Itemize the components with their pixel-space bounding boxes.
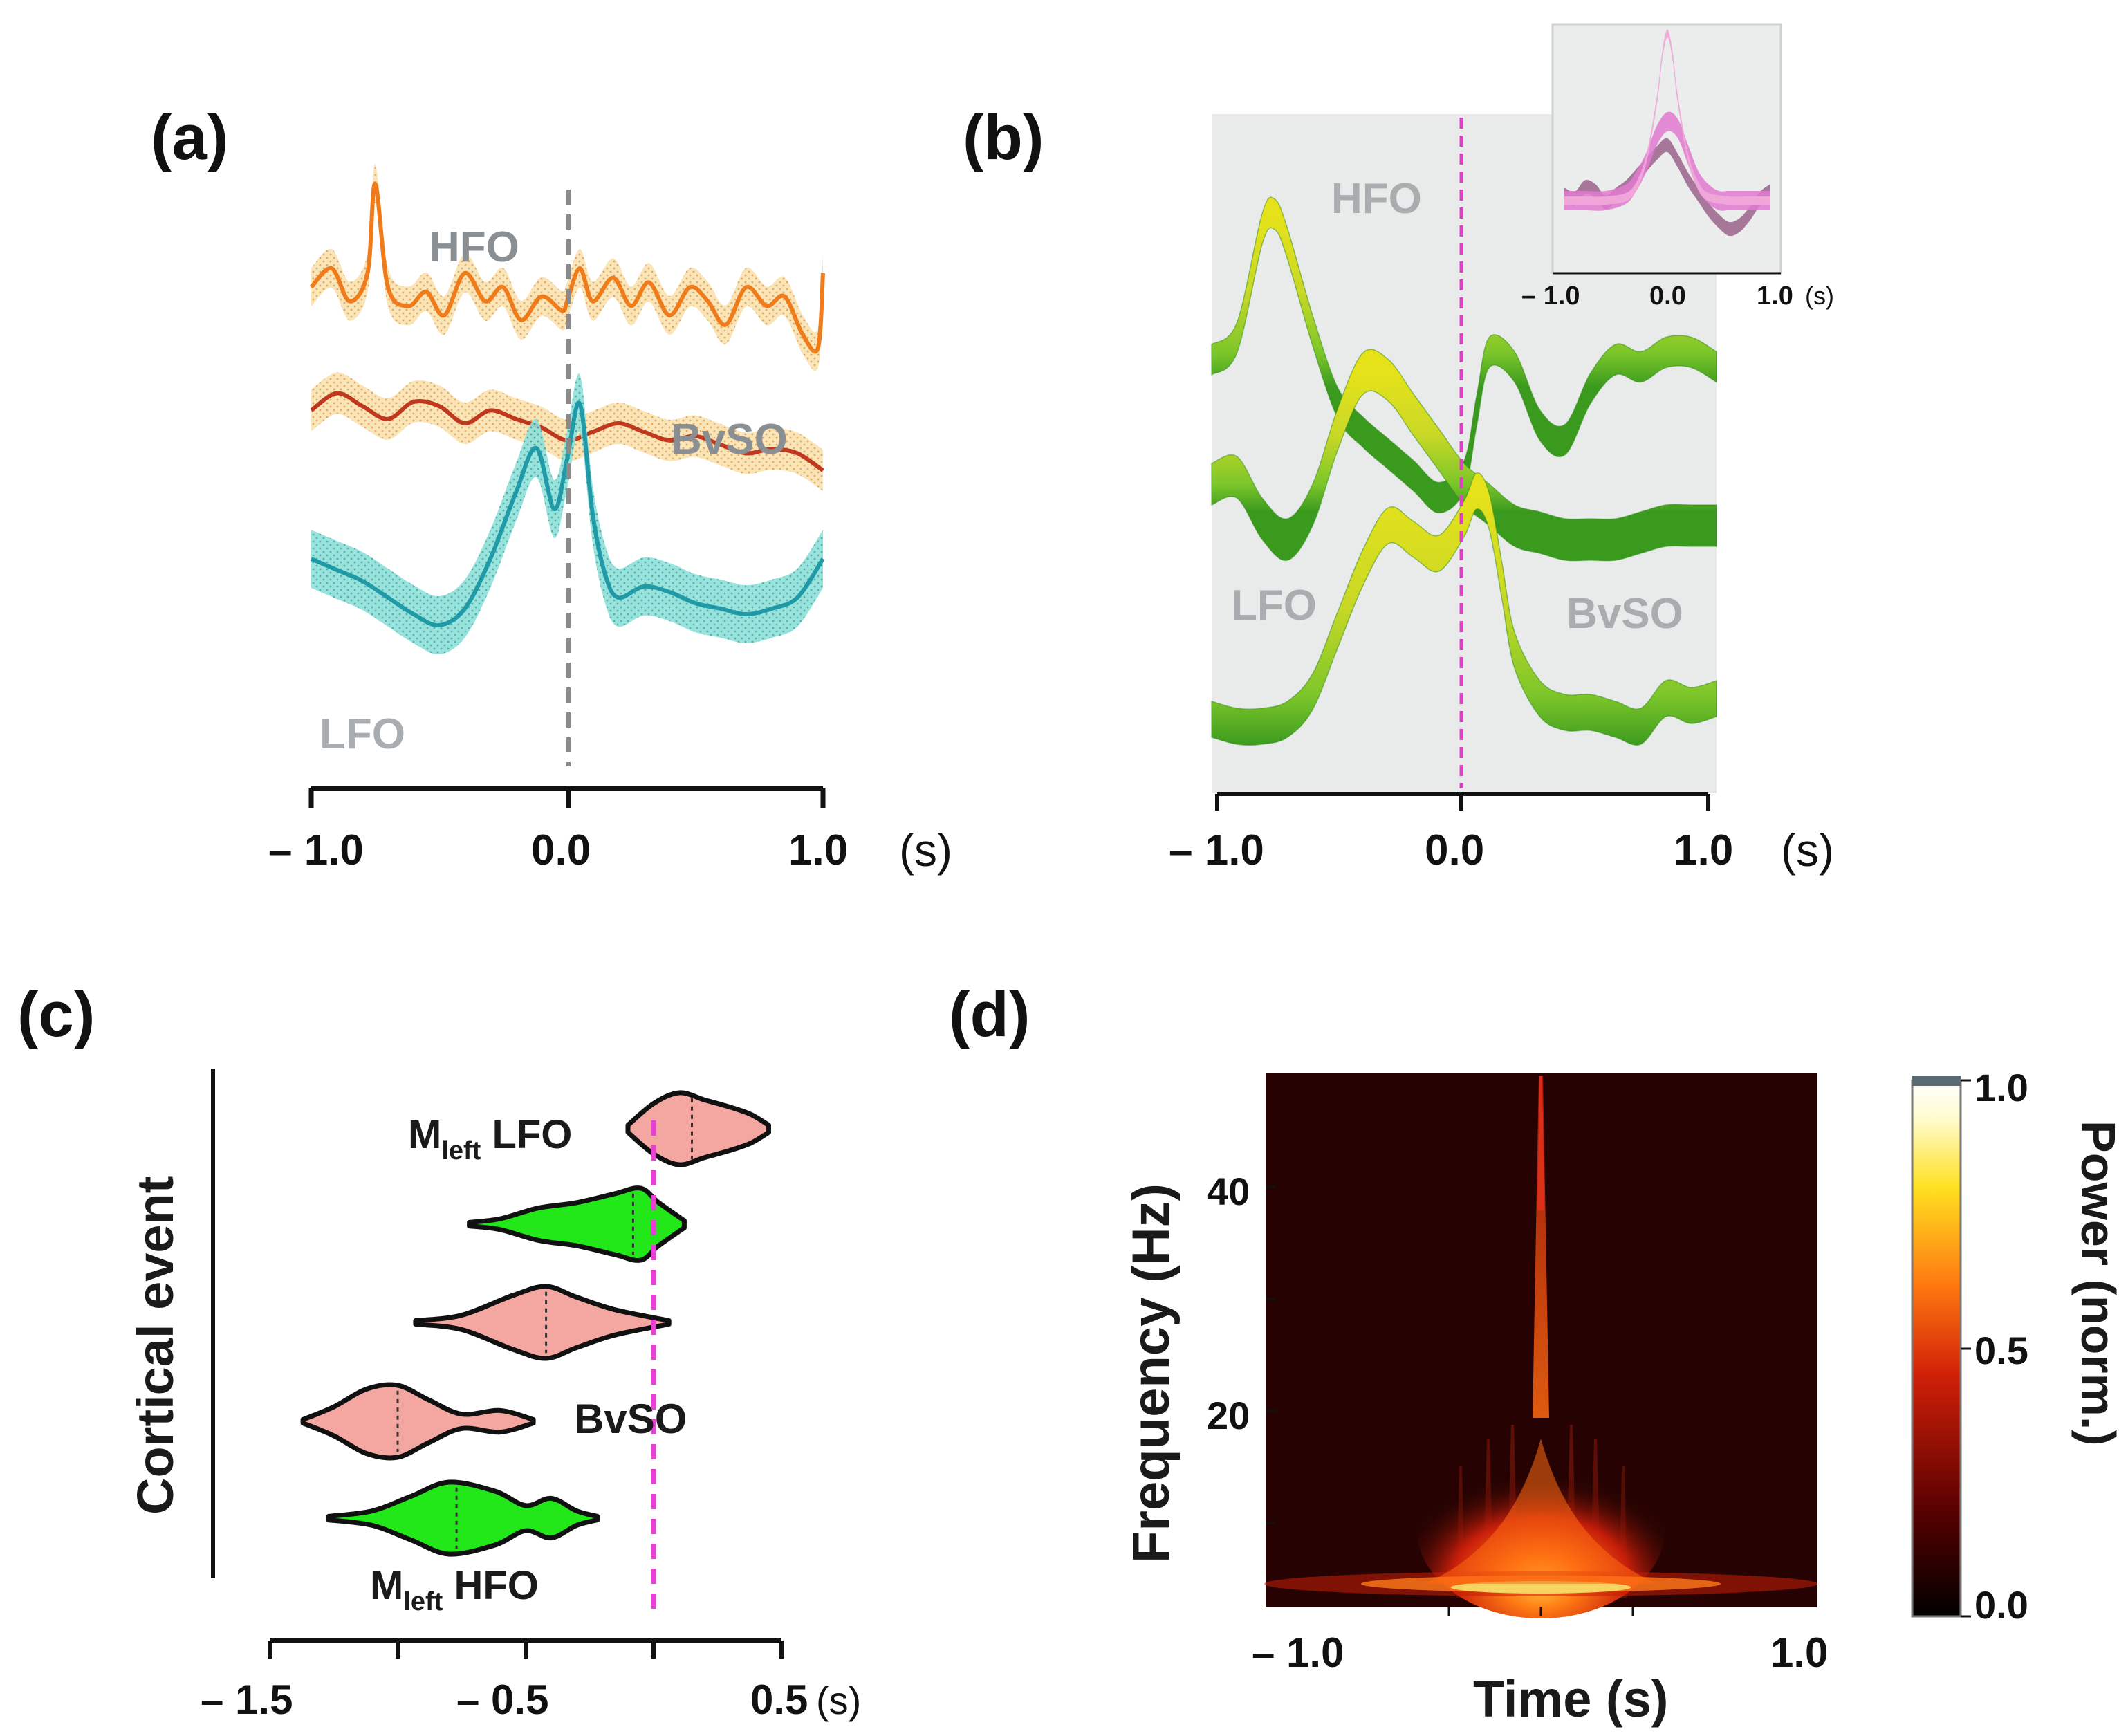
inset-tick-0: 0.0 bbox=[1649, 281, 1686, 311]
panel-b-tick-neg1: – 1.0 bbox=[1169, 827, 1264, 874]
panel-a-label-hfo: HFO bbox=[429, 223, 519, 271]
panel-b-inset: – 1.0 0.0 1.0 (s) bbox=[1521, 23, 1834, 311]
colorbar-cap bbox=[1912, 1076, 1961, 1086]
panel-a-plot bbox=[309, 164, 825, 655]
panel-c-plot bbox=[300, 1090, 771, 1557]
inset-tick-neg1: – 1.0 bbox=[1521, 281, 1580, 311]
inset-tick-1: 1.0 bbox=[1757, 281, 1793, 311]
colorbar: 1.0 0.5 0.0 Power (norm.) bbox=[1911, 1066, 2125, 1627]
panel-b-unit: (s) bbox=[1781, 824, 1834, 876]
violin-2 bbox=[467, 1185, 687, 1263]
violin-label-mleft-lfo: Mleft LFO bbox=[408, 1112, 572, 1165]
colorbar-tick-0: 0.0 bbox=[1974, 1583, 2028, 1627]
panel-a-tick-1: 1.0 bbox=[788, 827, 848, 874]
panel-d: (d) bbox=[949, 979, 2125, 1728]
panel-a-label-bvso: BvSO bbox=[671, 416, 788, 463]
inset-unit: (s) bbox=[1805, 281, 1834, 310]
spectrogram bbox=[1264, 1073, 1817, 1618]
violin-label-bvso: BvSO bbox=[574, 1396, 687, 1442]
panel-b: (b) HFO LFO BvSO – 1.0 0.0 1.0 (s) – 1.0… bbox=[963, 23, 1834, 876]
panel-a-unit: (s) bbox=[899, 824, 952, 876]
panel-c-label: (c) bbox=[17, 979, 95, 1050]
colorbar-tick-1: 1.0 bbox=[1974, 1066, 2028, 1109]
panel-c-tick-marks bbox=[268, 1641, 784, 1659]
panel-d-label: (d) bbox=[949, 979, 1030, 1050]
violin-5 bbox=[326, 1479, 600, 1557]
series-line-lfo bbox=[310, 400, 825, 628]
panel-c: (c) Cortical event Mleft LFO BvSO Mleft … bbox=[17, 979, 861, 1723]
colorbar-label: Power (norm.) bbox=[2071, 1120, 2125, 1446]
panel-b-label-hfo: HFO bbox=[1331, 175, 1422, 223]
series-band-hfo bbox=[311, 164, 823, 371]
colorbar-tick-05: 0.5 bbox=[1974, 1329, 2028, 1372]
panel-c-tick-05: 0.5 bbox=[750, 1677, 808, 1723]
panel-a-label: (a) bbox=[151, 102, 228, 173]
spectrogram-stem bbox=[1533, 1076, 1549, 1418]
series-ribbon-hfo bbox=[1211, 196, 1717, 514]
panel-b-tick-0: 0.0 bbox=[1425, 827, 1484, 874]
series-ribbon-bvso bbox=[1211, 349, 1717, 562]
panel-a-tick-0: 0.0 bbox=[531, 827, 591, 874]
violin-3 bbox=[413, 1284, 672, 1361]
violin-label-mleft-hfo: Mleft HFO bbox=[370, 1563, 539, 1616]
violin-1 bbox=[625, 1090, 771, 1167]
inset-plot bbox=[1564, 29, 1770, 237]
series-ribbon-lfo bbox=[1211, 472, 1717, 746]
panel-b-label: (b) bbox=[963, 102, 1044, 173]
series-line-hfo bbox=[309, 181, 825, 354]
panel-b-label-bvso: BvSO bbox=[1566, 590, 1683, 638]
panel-c-ylabel: Cortical event bbox=[127, 1176, 184, 1515]
panel-a: (a) HFO BvSO LFO – 1.0 0.0 1.0 (s) bbox=[151, 102, 952, 876]
panel-d-xtick-1: 1.0 bbox=[1770, 1629, 1828, 1676]
panel-c-tick-neg05: – 0.5 bbox=[456, 1677, 548, 1723]
panel-d-xlabel: Time (s) bbox=[1473, 1670, 1668, 1728]
panel-d-ytick-20: 20 bbox=[1207, 1394, 1250, 1437]
panel-c-tick-neg15: – 1.5 bbox=[201, 1677, 293, 1723]
panel-d-xtick-neg1: – 1.0 bbox=[1252, 1629, 1344, 1676]
panel-b-tick-1: 1.0 bbox=[1674, 827, 1733, 874]
panel-d-ylabel: Frequency (Hz) bbox=[1122, 1183, 1181, 1563]
spectrogram-cone bbox=[1425, 1439, 1657, 1584]
panel-b-label-lfo: LFO bbox=[1231, 582, 1317, 629]
panel-d-ytick-40: 40 bbox=[1207, 1170, 1250, 1213]
panel-a-tick-neg1: – 1.0 bbox=[268, 827, 364, 874]
colorbar-gradient bbox=[1911, 1079, 1962, 1618]
spectrogram-peak bbox=[1451, 1581, 1631, 1594]
spectrogram-stem-core bbox=[1537, 1076, 1544, 1210]
violin-4 bbox=[300, 1382, 536, 1461]
panel-a-label-lfo: LFO bbox=[320, 710, 405, 758]
panel-c-unit: (s) bbox=[816, 1679, 861, 1722]
series-band-lfo bbox=[311, 373, 823, 655]
panel-b-plot bbox=[1211, 196, 1717, 746]
